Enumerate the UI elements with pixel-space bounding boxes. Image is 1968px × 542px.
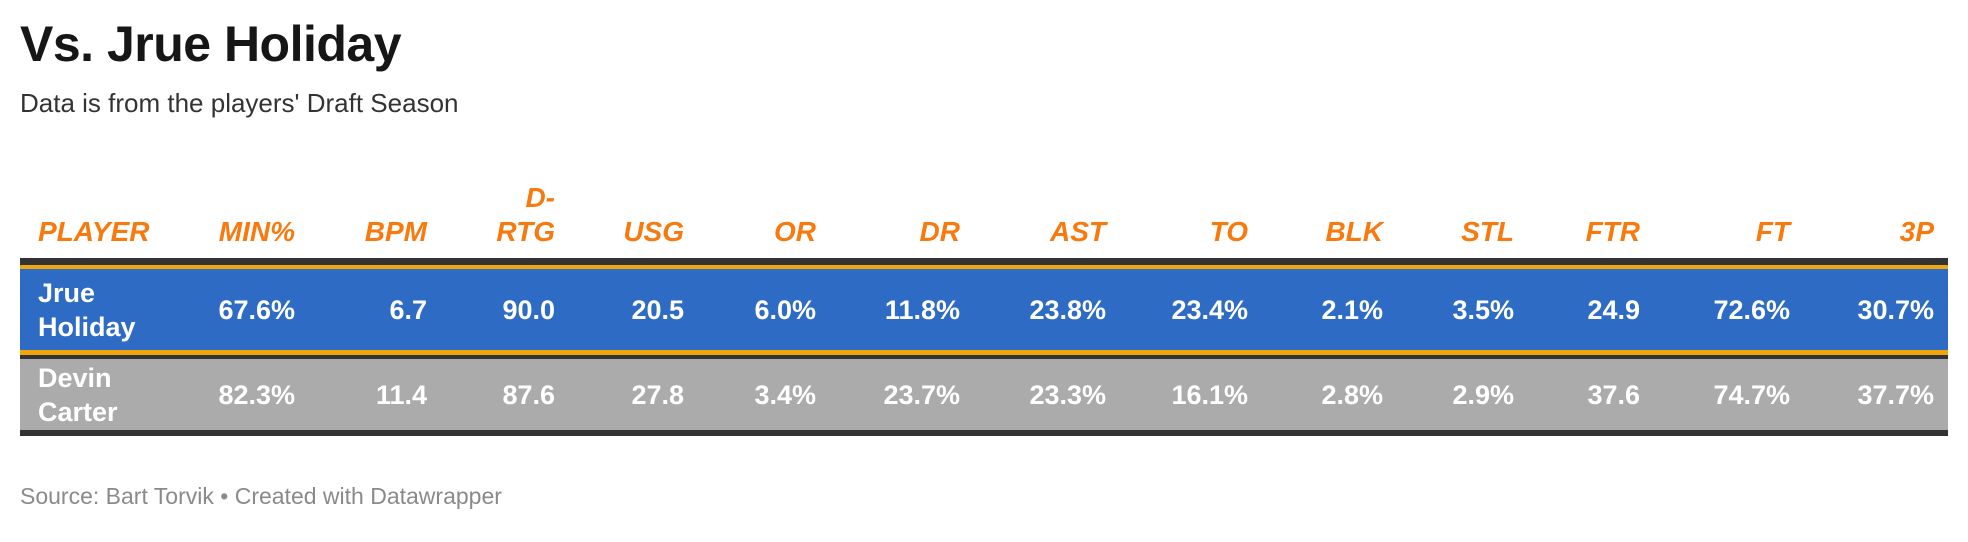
table-cell: 2.1%: [1262, 265, 1397, 355]
source-attribution: Source: Bart Torvik • Created with Dataw…: [20, 483, 502, 509]
chart-title: Vs. Jrue Holiday: [20, 16, 402, 72]
table-cell: 2.9%: [1397, 355, 1528, 436]
chart-subtitle: Data is from the players' Draft Season: [20, 88, 459, 118]
column-header-3p: 3P: [1804, 150, 1948, 265]
table-row-jrue-holiday: Jrue Holiday 67.6% 6.7 90.0 20.5 6.0% 11…: [20, 265, 1948, 355]
player-name-cell: Jrue Holiday: [20, 265, 200, 355]
table-cell: 11.8%: [830, 265, 974, 355]
table-cell: 30.7%: [1804, 265, 1948, 355]
table-cell: 20.5: [569, 265, 698, 355]
table-cell: 37.7%: [1804, 355, 1948, 436]
column-header-ft: FT: [1654, 150, 1804, 265]
header-row: PLAYER MIN% BPM D- RTG USG OR DR AST TO …: [20, 150, 1948, 265]
chart-container: Vs. Jrue Holiday Data is from the player…: [0, 16, 1968, 509]
table-cell: 72.6%: [1654, 265, 1804, 355]
column-header-bpm: BPM: [309, 150, 441, 265]
table-cell: 3.4%: [698, 355, 830, 436]
column-header-dr: DR: [830, 150, 974, 265]
table-cell: 11.4: [309, 355, 441, 436]
table-cell: 67.6%: [200, 265, 309, 355]
table-cell: 37.6: [1528, 355, 1654, 436]
table-cell: 6.7: [309, 265, 441, 355]
column-header-or: OR: [698, 150, 830, 265]
column-header-ftr: FTR: [1528, 150, 1654, 265]
column-header-ast: AST: [974, 150, 1120, 265]
table-cell: 24.9: [1528, 265, 1654, 355]
column-header-min-pct: MIN%: [200, 150, 309, 265]
player-name-cell: Devin Carter: [20, 355, 200, 436]
column-header-stl: STL: [1397, 150, 1528, 265]
stats-table: PLAYER MIN% BPM D- RTG USG OR DR AST TO …: [20, 150, 1948, 436]
table-cell: 27.8: [569, 355, 698, 436]
table-row-devin-carter: Devin Carter 82.3% 11.4 87.6 27.8 3.4% 2…: [20, 355, 1948, 436]
column-header-drtg: D- RTG: [441, 150, 569, 265]
table-cell: 87.6: [441, 355, 569, 436]
table-cell: 90.0: [441, 265, 569, 355]
table-cell: 23.7%: [830, 355, 974, 436]
table-cell: 23.8%: [974, 265, 1120, 355]
table-cell: 82.3%: [200, 355, 309, 436]
column-header-to: TO: [1120, 150, 1262, 265]
column-header-usg: USG: [569, 150, 698, 265]
table-cell: 2.8%: [1262, 355, 1397, 436]
table-cell: 74.7%: [1654, 355, 1804, 436]
column-header-blk: BLK: [1262, 150, 1397, 265]
table-cell: 23.4%: [1120, 265, 1262, 355]
table-cell: 6.0%: [698, 265, 830, 355]
column-header-player: PLAYER: [20, 150, 200, 265]
table-cell: 16.1%: [1120, 355, 1262, 436]
table-cell: 23.3%: [974, 355, 1120, 436]
table-cell: 3.5%: [1397, 265, 1528, 355]
